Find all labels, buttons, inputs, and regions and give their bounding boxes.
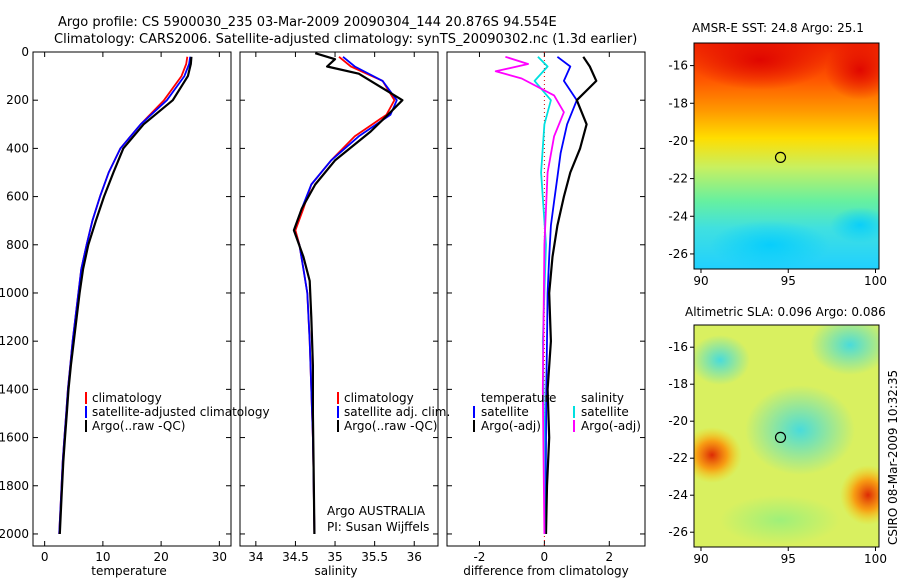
map-x-tick-label: 95 <box>781 274 796 288</box>
y-tick-label: 0 <box>21 45 29 59</box>
legend-label-sal-argo: Argo(-adj) <box>581 419 641 433</box>
sla-low-patch <box>810 325 879 375</box>
legend-heading-temperature: temperature <box>481 391 556 405</box>
sla-map-title: Altimetric SLA: 0.096 Argo: 0.086 <box>685 305 886 319</box>
legend-label-argo: Argo(..raw -QC) <box>92 419 185 433</box>
profile-line-temperature-argo-adj <box>544 56 598 535</box>
argo-position-marker <box>774 151 787 163</box>
y-tick-label: 1600 <box>0 431 29 445</box>
x-tick-label: -2 <box>473 550 485 564</box>
sla-mid-patch <box>720 495 840 545</box>
y-tick-label: 1000 <box>0 286 29 300</box>
legend-label-argo: Argo(..raw -QC) <box>344 419 437 433</box>
map-x-tick-label: 100 <box>864 274 887 288</box>
profile-line-argo-raw-qc <box>292 52 404 535</box>
temperature-axes: 0 200 400 600 800 1000 1200 1400 1600 1800 2000 0 10… <box>0 45 231 564</box>
difference-xlabel: difference from climatology <box>463 564 629 578</box>
x-tick-label: 30 <box>212 550 227 564</box>
x-tick-label: 20 <box>153 550 168 564</box>
profile-line-salinity-argo-adj <box>494 55 565 535</box>
map-y-tick-label: -18 <box>668 377 688 391</box>
y-tick-label: 800 <box>6 238 29 252</box>
legend-label-satellite: satellite-adjusted climatology <box>92 405 270 419</box>
pi-annotation: PI: Susan Wijffels <box>327 520 429 534</box>
y-tick-label: 600 <box>6 190 29 204</box>
map-y-tick-label: -22 <box>668 451 688 465</box>
salinity-panel-frame <box>239 51 439 547</box>
sst-heatmap <box>694 43 879 269</box>
map-y-tick-label: -24 <box>668 209 688 223</box>
sst-warm-patch <box>825 43 879 100</box>
x-tick-label: 34.5 <box>282 550 309 564</box>
profile-line-argo-raw-qc <box>58 56 193 535</box>
sla-low-patch <box>745 385 855 475</box>
sla-heatmap <box>694 325 879 547</box>
sla-map-axes: -16 -18 -20 -22 -24 -26 90 95 100 <box>668 340 887 566</box>
y-tick-label: 1400 <box>0 382 29 396</box>
sst-map-frame <box>693 42 880 270</box>
salinity-legend: climatology satellite adj. clim. Argo(..… <box>337 391 450 433</box>
sla-low-patch <box>694 335 750 385</box>
salinity-axes: 34 34.5 35 35.5 36 <box>240 51 438 564</box>
map-x-tick-label: 90 <box>693 552 708 566</box>
map-y-tick-label: -16 <box>668 59 688 73</box>
x-tick-label: 0 <box>541 550 549 564</box>
legend-label-climatology: climatology <box>344 391 414 405</box>
sla-high-patch <box>840 465 879 525</box>
temperature-legend: climatology satellite-adjusted climatolo… <box>85 391 270 433</box>
salinity-profiles <box>292 52 404 535</box>
difference-axes: -2 0 2 <box>447 51 645 564</box>
map-y-tick-label: -24 <box>668 488 688 502</box>
temperature-panel-frame <box>32 51 232 547</box>
argo-position-marker <box>774 431 787 443</box>
salinity-xlabel: salinity <box>314 564 357 578</box>
x-tick-label: 35.5 <box>361 550 388 564</box>
y-tick-label: 1200 <box>0 334 29 348</box>
map-x-tick-label: 95 <box>781 552 796 566</box>
csiro-timestamp: CSIRO 08-Mar-2009 10:32:35 <box>886 370 900 545</box>
sst-warm-patch <box>694 43 830 90</box>
difference-panel-frame <box>446 51 646 547</box>
x-tick-label: 10 <box>95 550 110 564</box>
header-line-2: Climatology: CARS2006. Satellite-adjuste… <box>54 32 637 47</box>
legend-label-temp-satellite: satellite <box>481 405 529 419</box>
temperature-profiles <box>58 56 193 535</box>
legend-label-sal-satellite: satellite <box>581 405 629 419</box>
sst-map-title: AMSR-E SST: 24.8 Argo: 25.1 <box>692 21 864 35</box>
legend-label-temp-argo: Argo(-adj) <box>481 419 541 433</box>
map-x-tick-label: 90 <box>693 274 708 288</box>
profile-line-temperature-satellite <box>544 56 578 535</box>
x-tick-label: 36 <box>407 550 422 564</box>
x-tick-label: 0 <box>41 550 49 564</box>
legend-heading-salinity: salinity <box>581 391 624 405</box>
y-tick-label: 2000 <box>0 527 29 541</box>
y-tick-label: 1800 <box>0 479 29 493</box>
sst-cool-patch <box>830 207 879 243</box>
sla-map-frame <box>693 324 880 548</box>
map-y-tick-label: -22 <box>668 172 688 186</box>
map-y-tick-label: -16 <box>668 340 688 354</box>
map-y-tick-label: -18 <box>668 96 688 110</box>
map-y-tick-label: -20 <box>668 134 688 148</box>
map-y-tick-label: -20 <box>668 414 688 428</box>
y-tick-label: 400 <box>6 141 29 155</box>
x-tick-label: 34 <box>248 550 263 564</box>
sst-cool-patch <box>710 220 830 269</box>
sst-map-axes: -16 -18 -20 -22 -24 -26 90 95 100 <box>668 59 887 288</box>
argo-australia-annotation: Argo AUSTRALIA <box>327 504 426 518</box>
x-tick-label: 2 <box>605 550 613 564</box>
sla-high-patch <box>694 427 742 483</box>
map-y-tick-label: -26 <box>668 525 688 539</box>
map-y-tick-label: -26 <box>668 247 688 261</box>
header-line-1: Argo profile: CS 5900030_235 03-Mar-2009… <box>58 15 557 30</box>
x-tick-label: 35 <box>327 550 342 564</box>
legend-label-satellite: satellite adj. clim. <box>344 405 450 419</box>
temperature-xlabel: temperature <box>91 564 166 578</box>
legend-label-climatology: climatology <box>92 391 162 405</box>
difference-profiles <box>494 55 598 535</box>
map-x-tick-label: 100 <box>864 552 887 566</box>
y-tick-label: 200 <box>6 93 29 107</box>
difference-legend: temperature satellite Argo(-adj) salinit… <box>473 391 641 433</box>
